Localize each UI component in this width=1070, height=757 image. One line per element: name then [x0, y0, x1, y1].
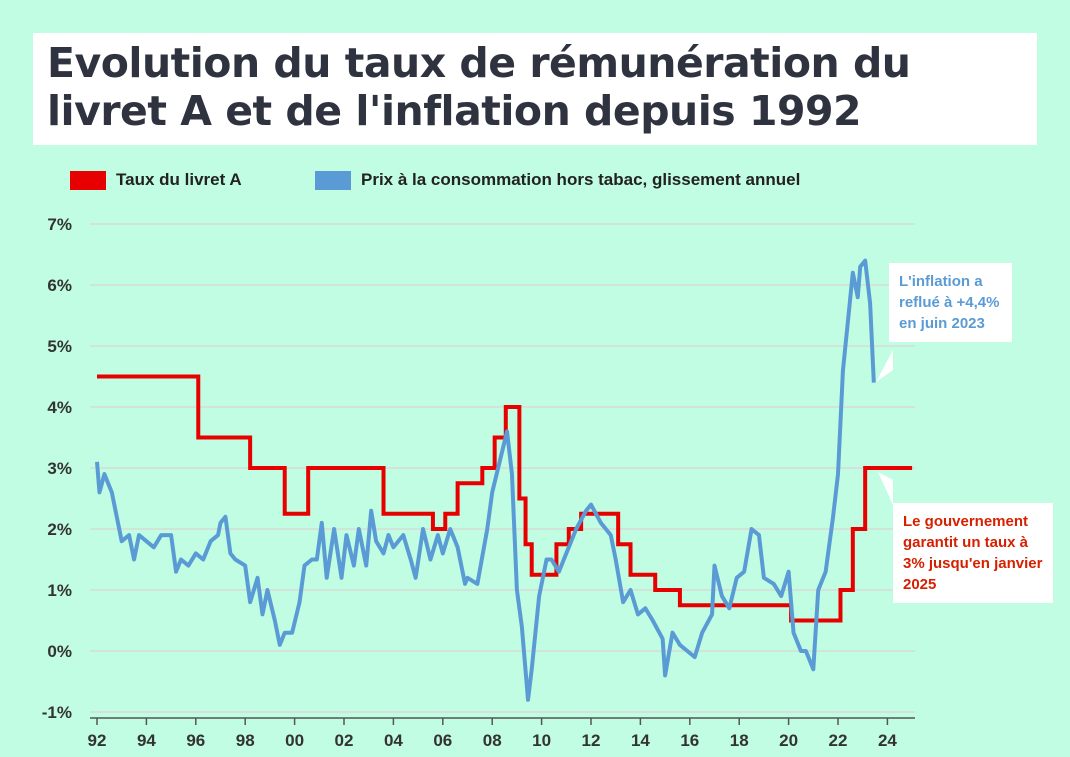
inflation-line [95, 258, 876, 702]
x-tick-label: 24 [878, 731, 897, 750]
note-pointer [878, 472, 893, 505]
y-tick-label: 0% [47, 642, 72, 661]
legend-item-livret: Taux du livret A [70, 170, 242, 190]
x-tick-label: 96 [186, 731, 205, 750]
legend-label: Prix à la consommation hors tabac, gliss… [361, 170, 801, 189]
y-tick-label: 5% [47, 337, 72, 356]
x-tick-label: 92 [88, 731, 107, 750]
annotation-livret: Le gouvernement garantit un taux à 3% ju… [893, 503, 1053, 603]
y-tick-label: -1% [42, 703, 72, 722]
x-tick-label: 06 [433, 731, 452, 750]
x-tick-label: 94 [137, 731, 156, 750]
y-tick-label: 2% [47, 520, 72, 539]
legend-item-inflation: Prix à la consommation hors tabac, gliss… [315, 170, 800, 190]
x-tick-label: 16 [680, 731, 699, 750]
y-tick-label: 6% [47, 276, 72, 295]
note-pointer [876, 350, 893, 382]
chart-title: Evolution du taux de rémunération du liv… [47, 39, 911, 135]
x-tick-label: 20 [779, 731, 798, 750]
livret-a-line [97, 374, 913, 623]
y-tick-label: 3% [47, 459, 72, 478]
legend-swatch-red [70, 170, 106, 190]
y-tick-label: 1% [47, 581, 72, 600]
x-tick-label: 02 [335, 731, 354, 750]
legend-label: Taux du livret A [116, 170, 242, 189]
x-tick-label: 12 [582, 731, 601, 750]
x-tick-label: 08 [483, 731, 502, 750]
legend-swatch-blue [315, 170, 351, 190]
y-tick-label: 4% [47, 398, 72, 417]
x-tick-label: 00 [285, 731, 304, 750]
x-tick-label: 22 [829, 731, 848, 750]
x-tick-label: 98 [236, 731, 255, 750]
annotation-inflation: L'inflation a reflué à +4,4% en juin 202… [889, 263, 1012, 342]
x-tick-label: 14 [631, 731, 650, 750]
x-tick-label: 04 [384, 731, 403, 750]
title-box: Evolution du taux de rémunération du liv… [33, 33, 1037, 145]
y-tick-label: 7% [47, 215, 72, 234]
x-tick-label: 10 [532, 731, 551, 750]
x-tick-label: 18 [730, 731, 749, 750]
